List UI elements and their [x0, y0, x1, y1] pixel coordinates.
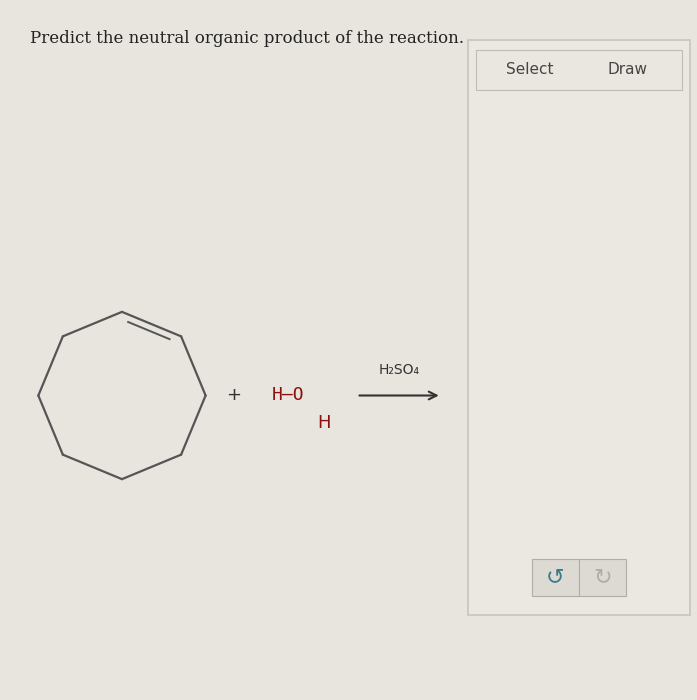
- Text: H—O: H—O: [272, 386, 304, 405]
- Text: Draw: Draw: [608, 62, 648, 78]
- FancyArrowPatch shape: [360, 391, 436, 400]
- Text: ↺: ↺: [546, 568, 565, 587]
- Text: +: +: [226, 386, 241, 405]
- FancyBboxPatch shape: [532, 559, 579, 596]
- Text: H₂SO₄: H₂SO₄: [378, 363, 420, 377]
- Text: ↻: ↻: [593, 568, 612, 587]
- Text: Predict the neutral organic product of the reaction.: Predict the neutral organic product of t…: [30, 30, 464, 47]
- FancyBboxPatch shape: [579, 559, 626, 596]
- Text: Select: Select: [507, 62, 554, 78]
- FancyBboxPatch shape: [476, 50, 682, 90]
- Text: H: H: [317, 414, 330, 433]
- FancyBboxPatch shape: [468, 40, 690, 615]
